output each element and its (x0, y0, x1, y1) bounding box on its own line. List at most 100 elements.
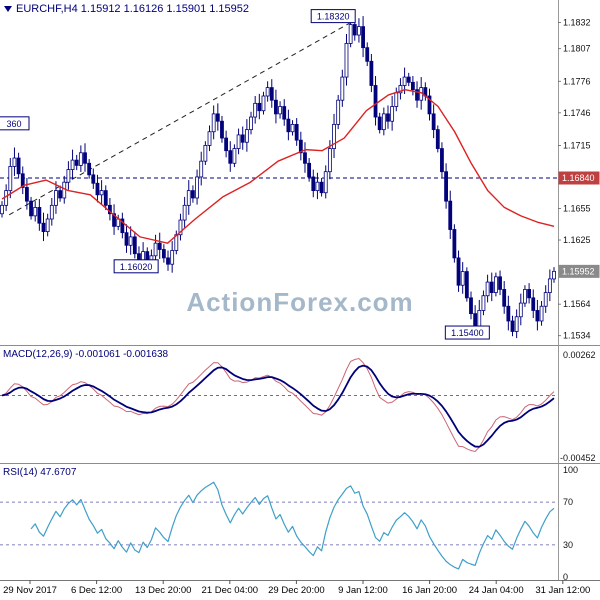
moving-average-line (1, 88, 555, 244)
candle-body (518, 302, 523, 318)
candle-body (58, 190, 63, 199)
candle-body (166, 257, 170, 265)
level-axis-box (558, 171, 600, 185)
candle-body (269, 87, 274, 101)
candle-body (199, 160, 204, 178)
price-label-text: 360 (6, 119, 21, 129)
candle-body (224, 137, 229, 152)
candle-body (510, 320, 515, 332)
candle-body (120, 218, 125, 234)
candle-body (373, 85, 378, 118)
watermark: ActionForex.com (186, 287, 414, 317)
price-axis-label: 1.1715 (563, 140, 591, 150)
rsi-axis-label: 30 (563, 540, 573, 550)
candle-body (236, 134, 241, 149)
candle-body (232, 148, 237, 164)
candle-body (215, 113, 220, 122)
candle-body (99, 190, 104, 196)
chart-header: EURCHF,H4 1.15912 1.16126 1.15901 1.1595… (4, 3, 249, 15)
candle-body (406, 76, 411, 83)
candle-body (352, 24, 357, 36)
candle-body (261, 95, 266, 112)
candle-body (286, 118, 291, 133)
candle-body (344, 43, 349, 78)
price-axis-label: 1.1807 (563, 44, 591, 54)
candle-body (386, 113, 390, 122)
price-axis-label: 1.1625 (563, 235, 591, 245)
candle-body (278, 106, 282, 115)
candle-body (506, 305, 511, 322)
candle-body (91, 174, 96, 184)
price-axis-label: 1.1534 (563, 331, 591, 341)
macd-axis-top: 0.00262 (563, 350, 596, 360)
candle-body (440, 148, 444, 173)
candle-body (87, 162, 92, 176)
candle-body (361, 26, 365, 49)
candle-body (543, 292, 548, 307)
time-axis-label: 9 Jan 12:00 (338, 585, 388, 596)
candle-body (240, 134, 245, 143)
candle-body (95, 182, 100, 196)
candle-body (332, 123, 336, 149)
candle-body (4, 190, 9, 206)
time-axis-label: 24 Jan 04:00 (469, 585, 524, 596)
candle-body (220, 120, 224, 139)
candle-body (427, 95, 432, 115)
candle-body (547, 278, 552, 293)
candle-body (523, 289, 527, 304)
candle-body (552, 270, 556, 280)
price-axis-label: 1.1776 (563, 76, 591, 86)
candle-body (124, 232, 129, 246)
candle-body (228, 150, 233, 164)
candle-body (444, 171, 448, 202)
candle-body (531, 297, 536, 311)
candle-body (307, 162, 312, 178)
price-axis-label: 1.1746 (563, 108, 591, 118)
candle-body (456, 257, 461, 286)
candle-body (62, 181, 67, 199)
candle-body (514, 316, 519, 332)
candle-body (448, 200, 453, 230)
macd-axis-bottom: -0.00452 (560, 453, 596, 463)
rsi-line (30, 481, 555, 570)
price-label-text: 1.15400 (451, 328, 484, 338)
candle-body (394, 92, 399, 107)
candle-body (398, 85, 403, 94)
candle-body (33, 207, 38, 217)
rsi-axis-label: 0 (563, 572, 568, 582)
candle-body (49, 204, 54, 220)
candle-body (377, 116, 382, 131)
time-axis-label: 6 Dec 12:00 (71, 585, 122, 596)
candle-body (249, 116, 253, 131)
current-price-axis-box-text: 1.15952 (562, 266, 595, 276)
price-label-text: 1.18320 (317, 12, 350, 22)
candle-body (8, 166, 13, 192)
candle-body (319, 181, 324, 194)
candle-body (410, 81, 415, 91)
candle-body (369, 60, 374, 86)
candle-body (244, 129, 249, 143)
candle-body (539, 305, 544, 322)
rsi-axis-label: 70 (563, 497, 573, 507)
candle-body (253, 102, 258, 118)
candle-body (37, 207, 42, 224)
candle-body (294, 123, 299, 141)
candle-body (257, 102, 262, 112)
candle-body (460, 271, 465, 286)
candle-body (469, 297, 473, 315)
candle-body (464, 271, 469, 299)
candle-body (498, 276, 502, 290)
candle-body (435, 129, 440, 149)
price-label-box (310, 9, 356, 24)
candle-body (493, 276, 498, 293)
candle-body (29, 200, 33, 217)
candle-body (336, 99, 341, 125)
candle-body (452, 229, 457, 259)
time-axis-label: 13 Dec 20:00 (135, 585, 192, 596)
candle-body (203, 145, 208, 162)
symbol-marker-icon (4, 6, 12, 12)
candle-body (327, 148, 332, 173)
candle-body (357, 26, 361, 36)
time-axis-label: 16 Jan 20:00 (402, 585, 457, 596)
candle-body (20, 173, 25, 188)
